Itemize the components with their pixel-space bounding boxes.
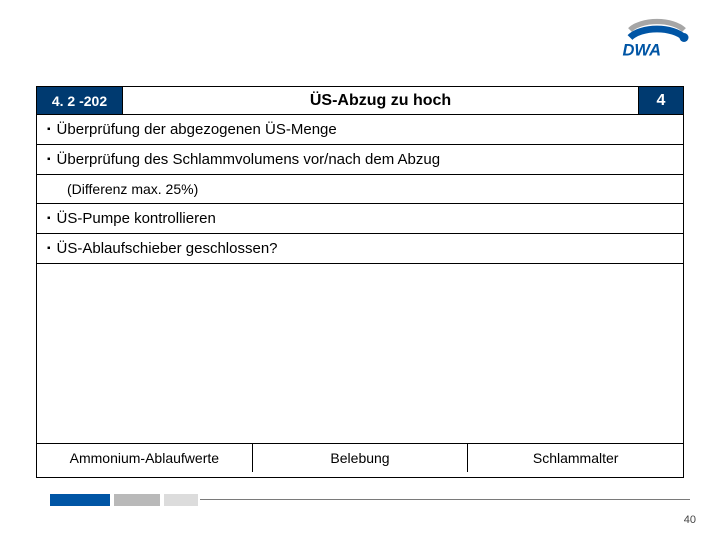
main-panel: 4. 2 -202 ÜS-Abzug zu hoch 4 Überprüfung… [36, 86, 684, 478]
sub-item: (Differenz max. 25%) [37, 175, 683, 204]
body-rows: Überprüfung der abgezogenen ÜS-Menge Übe… [37, 115, 683, 444]
brand-strip-bar [50, 494, 110, 506]
header-code: 4. 2 -202 [37, 87, 123, 114]
brand-strip-bar [164, 494, 198, 506]
bullet-item: Überprüfung der abgezogenen ÜS-Menge [37, 115, 683, 145]
footer-rule [200, 499, 690, 500]
footer-button-belebung[interactable]: Belebung [253, 444, 469, 472]
bullet-item: ÜS-Ablaufschieber geschlossen? [37, 234, 683, 264]
bullet-item: ÜS-Pumpe kontrollieren [37, 204, 683, 234]
header-number: 4 [639, 87, 683, 114]
page-number: 40 [684, 514, 696, 526]
bullet-item: Überprüfung des Schlammvolumens vor/nach… [37, 145, 683, 175]
brand-strip-bar [114, 494, 160, 506]
svg-text:DWA: DWA [623, 42, 662, 60]
footer-button-ammonium[interactable]: Ammonium-Ablaufwerte [37, 444, 253, 472]
brand-strip [50, 494, 198, 506]
header-row: 4. 2 -202 ÜS-Abzug zu hoch 4 [37, 87, 683, 115]
footer-row: Ammonium-Ablaufwerte Belebung Schlammalt… [37, 444, 683, 472]
header-title: ÜS-Abzug zu hoch [123, 87, 639, 114]
footer-button-schlammalter[interactable]: Schlammalter [468, 444, 683, 472]
dwa-logo: DWA [600, 14, 690, 64]
empty-area [37, 264, 683, 444]
